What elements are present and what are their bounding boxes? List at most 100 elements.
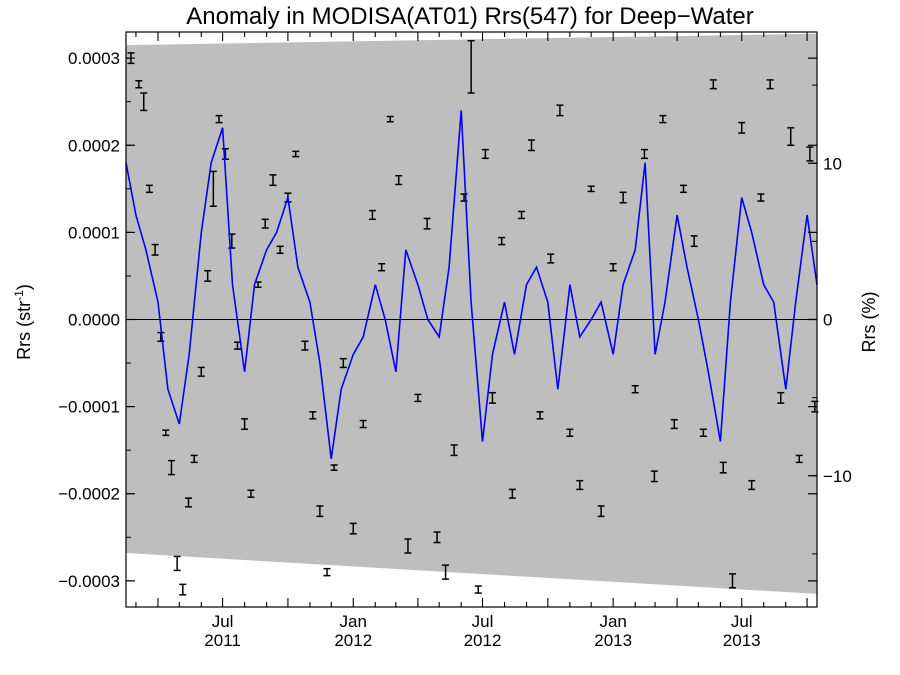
y-tick-label: 0.0001 <box>68 223 120 242</box>
errorbar-point <box>787 127 795 147</box>
errorbar-point <box>576 479 584 491</box>
y-axis-label-close: ) <box>14 284 34 290</box>
errorbar-point <box>269 174 277 187</box>
y-tick-label: −0.0002 <box>58 485 120 504</box>
errorbar-point <box>690 235 698 248</box>
y2-axis: 10 0 −10 <box>808 84 852 555</box>
y-axis-label-superscript: -1 <box>12 290 26 301</box>
x-tick-label-year: 2013 <box>723 631 761 650</box>
errorbar-point <box>209 170 217 207</box>
errorbar-point <box>339 357 347 369</box>
errorbar-point <box>330 464 338 471</box>
errorbar-point <box>566 428 574 437</box>
y2-axis-label: Rrs (%) <box>859 292 879 353</box>
errorbar-point <box>738 121 746 134</box>
x-tick-label-year: 2012 <box>464 631 502 650</box>
errorbar-point <box>423 217 431 230</box>
errorbar-point <box>184 497 192 508</box>
y-axis-label: Rrs (str-1) <box>12 284 34 360</box>
x-tick-label-month: Jan <box>599 612 626 631</box>
errorbar-point <box>359 419 367 429</box>
errorbar-point <box>215 114 223 124</box>
errorbar-point <box>719 461 727 474</box>
y2-tick-label: −10 <box>823 467 852 486</box>
x-tick-label-month: Jul <box>472 612 494 631</box>
errorbar-point <box>467 39 475 94</box>
errorbar-point <box>276 245 284 255</box>
errorbar-point <box>135 80 143 89</box>
x-tick-label-month: Jul <box>731 612 753 631</box>
errorbar-point <box>204 269 212 282</box>
errorbar-point <box>145 184 153 194</box>
x-tick-label-month: Jan <box>340 612 367 631</box>
errorbar-point <box>433 531 441 544</box>
errorbar-point <box>316 505 324 518</box>
errorbar-point <box>699 428 707 437</box>
errorbar-point <box>323 567 331 577</box>
y2-tick-label: 10 <box>823 154 842 173</box>
y-axis: 0.0003 0.0002 0.0001 0.0000 −0.0001 −0.0002 −0… <box>58 49 817 591</box>
series-line <box>125 110 818 460</box>
errorbar-point <box>508 488 516 499</box>
errorbar-point <box>806 146 814 162</box>
errorbar-point <box>728 573 736 589</box>
y-tick-label: −0.0003 <box>58 572 120 591</box>
errorbar-point <box>556 104 564 117</box>
chart-title: Anomaly in MODISA(AT01) Rrs(547) for Dee… <box>186 3 754 30</box>
errorbar-point <box>261 218 269 229</box>
errorbar-point <box>670 418 678 430</box>
y-tick-label: 0.0000 <box>68 311 120 330</box>
errorbar-point <box>442 564 450 580</box>
errorbar-point <box>368 209 376 221</box>
errorbar-point <box>709 79 717 90</box>
errorbar-point <box>179 583 187 596</box>
y2-tick-label: 0 <box>823 311 832 330</box>
errorbar-point <box>528 139 536 152</box>
errorbar-point <box>151 243 159 256</box>
errorbar-point <box>777 391 785 404</box>
errorbar-point <box>167 459 175 476</box>
errorbar-point <box>631 384 639 394</box>
errorbar-point <box>414 393 422 403</box>
y-axis-label-base: Rrs (str <box>14 301 34 360</box>
errorbar-point <box>659 114 667 124</box>
errorbar-point <box>309 411 317 420</box>
errorbar-point <box>197 366 205 377</box>
errorbar-point <box>650 470 658 483</box>
errorbar-point <box>162 429 170 437</box>
errorbar-point <box>404 538 412 554</box>
plot-area <box>125 31 819 608</box>
errorbar-point <box>349 522 357 535</box>
x-tick-label-year: 2012 <box>334 631 372 650</box>
errorbar-point <box>221 147 229 160</box>
x-tick-label-year: 2013 <box>594 631 632 650</box>
y-tick-label: −0.0001 <box>58 398 120 417</box>
errorbar-point <box>640 148 648 160</box>
errorbar-point <box>587 185 595 193</box>
errorbar-point <box>619 191 627 204</box>
errorbar-point <box>795 454 803 464</box>
errorbar-point <box>474 585 482 594</box>
errorbar-point <box>757 193 765 202</box>
errorbar-point <box>518 210 526 220</box>
errorbar-point <box>609 262 617 272</box>
errorbar-point <box>378 262 386 272</box>
x-tick-label-month: Jul <box>212 612 234 631</box>
errorbar-point <box>597 505 605 518</box>
errorbar-point <box>140 92 148 112</box>
x-tick-label-year: 2011 <box>204 631 241 650</box>
errorbar-series <box>127 39 819 596</box>
errorbar-point <box>536 411 544 420</box>
errorbar-point <box>241 418 249 431</box>
errorbar-point <box>498 236 506 246</box>
errorbar-point <box>547 253 555 264</box>
errorbar-point <box>386 115 394 123</box>
errorbar-point <box>247 489 255 498</box>
errorbar-point <box>679 184 687 194</box>
errorbar-point <box>173 555 181 572</box>
errorbar-point <box>301 340 309 351</box>
errorbar-point <box>190 454 198 464</box>
errorbar-point <box>395 175 403 186</box>
